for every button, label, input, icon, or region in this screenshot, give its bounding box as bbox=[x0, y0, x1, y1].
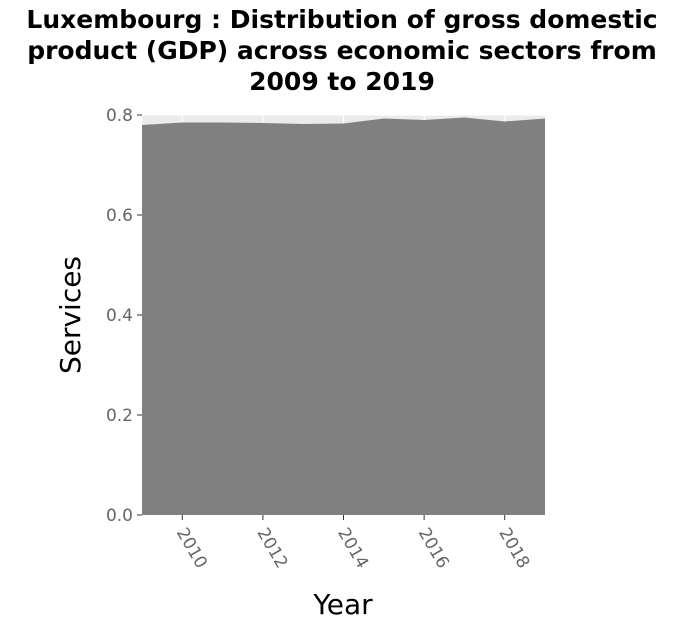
x-tick-label: 2018 bbox=[494, 525, 533, 572]
chart-title-line-2: product (GDP) across economic sectors fr… bbox=[27, 36, 657, 65]
y-tick-label: 0.8 bbox=[106, 106, 133, 126]
x-axis-title: Year bbox=[312, 588, 373, 621]
y-tick-label: 0.6 bbox=[106, 206, 133, 226]
x-tick-label: 2010 bbox=[172, 525, 211, 572]
x-tick-label: 2012 bbox=[253, 525, 292, 572]
x-tick-label: 2014 bbox=[333, 525, 372, 572]
chart-title: Luxembourg : Distribution of gross domes… bbox=[0, 4, 684, 97]
y-tick-label: 0.4 bbox=[106, 306, 133, 326]
y-tick-label: 0.2 bbox=[106, 406, 133, 426]
services-area bbox=[142, 117, 545, 515]
y-axis-title: Services bbox=[54, 256, 87, 374]
chart-title-line-1: Luxembourg : Distribution of gross domes… bbox=[26, 5, 658, 34]
y-tick-label: 0.0 bbox=[106, 506, 133, 526]
chart-title-line-3: 2009 to 2019 bbox=[249, 67, 435, 96]
x-tick-label: 2016 bbox=[414, 525, 453, 572]
